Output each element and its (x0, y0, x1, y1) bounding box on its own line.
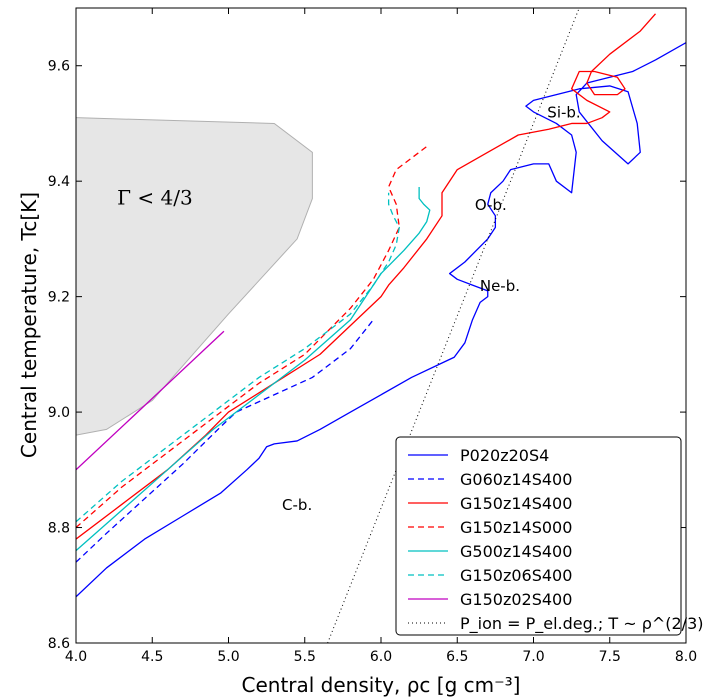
plot-area: Γ < 4/3 C-b. Ne-b. O-b. Si-b. (76, 8, 686, 643)
annotation-0: C-b. (282, 496, 312, 514)
x-tick-label-2: 5.0 (217, 649, 239, 665)
x-tick-label-1: 4.5 (141, 649, 163, 665)
gamma-region (76, 117, 313, 436)
legend-label-5: G150z06S400 (460, 566, 572, 585)
y-tick-label-4: 9.4 (48, 174, 70, 190)
x-tick-label-0: 4.0 (65, 649, 87, 665)
legend-label-7: P_ion = P_el.deg.; T ~ ρ^(2/3) (460, 614, 704, 634)
legend-label-0: P020z20S4 (460, 446, 549, 465)
annotation-3: Si-b. (547, 104, 580, 122)
series-line-0 (76, 42, 686, 598)
annotation-2: O-b. (475, 196, 507, 214)
y-tick-label-0: 8.6 (48, 636, 70, 652)
x-tick-label-4: 6.0 (370, 649, 392, 665)
legend-label-2: G150z14S400 (460, 494, 572, 513)
gamma-region-label: Γ < 4/3 (117, 185, 193, 209)
legend-label-1: G060z14S400 (460, 470, 572, 489)
x-tick-label-6: 7.0 (522, 649, 544, 665)
legend-label-4: G500z14S400 (460, 542, 572, 561)
x-tick-label-3: 5.5 (294, 649, 316, 665)
x-tick-label-7: 7.5 (599, 649, 621, 665)
legend-frame (395, 436, 682, 636)
legend: P020z20S4 G060z14S400 G150z14S400 G150z14S0… (395, 436, 704, 636)
x-tick-label-8: 8.0 (675, 649, 697, 665)
y-tick-label-5: 9.6 (48, 59, 70, 75)
annotation-1: Ne-b. (480, 277, 520, 295)
y-tick-label-3: 9.2 (48, 290, 70, 306)
series-line-3 (76, 146, 428, 529)
legend-label-3: G150z14S000 (460, 518, 572, 537)
legend-label-6: G150z02S400 (460, 590, 572, 609)
series-line-2 (76, 13, 656, 540)
y-axis-label: Central temperature, Tc[K] (17, 192, 41, 458)
series-line-6 (76, 330, 225, 471)
y-tick-label-2: 9.0 (48, 405, 70, 421)
y-tick-label-1: 8.8 (48, 521, 70, 537)
x-tick-label-5: 6.5 (446, 649, 468, 665)
x-axis-label: Central density, ρc [g cm⁻³] (242, 673, 521, 697)
series-line-5 (76, 192, 400, 523)
